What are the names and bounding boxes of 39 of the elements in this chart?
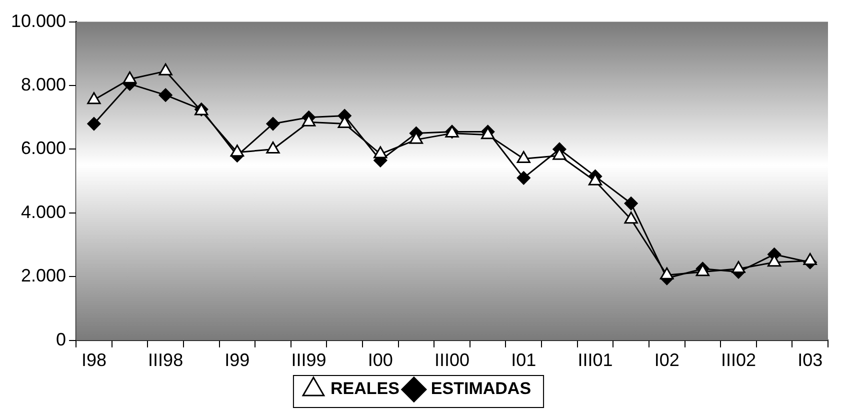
x-tick-label: I99 — [224, 350, 250, 370]
legend-label: REALES — [330, 379, 400, 398]
point — [87, 92, 101, 104]
y-tick-label: 6.000 — [21, 138, 66, 158]
y-tick-label: 2.000 — [21, 266, 66, 286]
point — [803, 253, 817, 265]
point — [87, 117, 101, 130]
point — [481, 127, 495, 140]
point — [374, 146, 388, 158]
point — [158, 63, 172, 76]
point — [338, 116, 352, 128]
x-tick-label: I03 — [798, 350, 823, 370]
point — [516, 171, 530, 185]
x-tick-label: III00 — [434, 350, 470, 370]
x-tick-label: III98 — [148, 350, 184, 370]
point — [230, 144, 244, 157]
y-tick-label: 4.000 — [21, 202, 66, 222]
point — [266, 117, 280, 130]
point — [158, 88, 172, 102]
point — [767, 254, 782, 267]
x-tick-label: I01 — [511, 350, 536, 370]
point — [732, 260, 746, 273]
point — [660, 267, 674, 280]
point — [624, 196, 638, 210]
x-tick-label: III01 — [578, 350, 613, 370]
y-tick-label: 10.000 — [10, 10, 66, 31]
point — [516, 151, 530, 164]
point — [624, 212, 638, 224]
x-tick-label: I00 — [368, 350, 393, 370]
x-tick-label: I98 — [81, 350, 106, 370]
y-tick-label: 8.000 — [21, 74, 66, 94]
point — [696, 264, 710, 276]
y-tick-label: 0 — [56, 329, 66, 350]
legend-label: ESTIMADAS — [430, 379, 532, 398]
point — [122, 71, 137, 84]
x-tick-label: I02 — [654, 350, 680, 370]
x-tick-label: III99 — [291, 350, 326, 370]
point — [266, 141, 280, 154]
x-tick-label: III02 — [720, 350, 756, 370]
